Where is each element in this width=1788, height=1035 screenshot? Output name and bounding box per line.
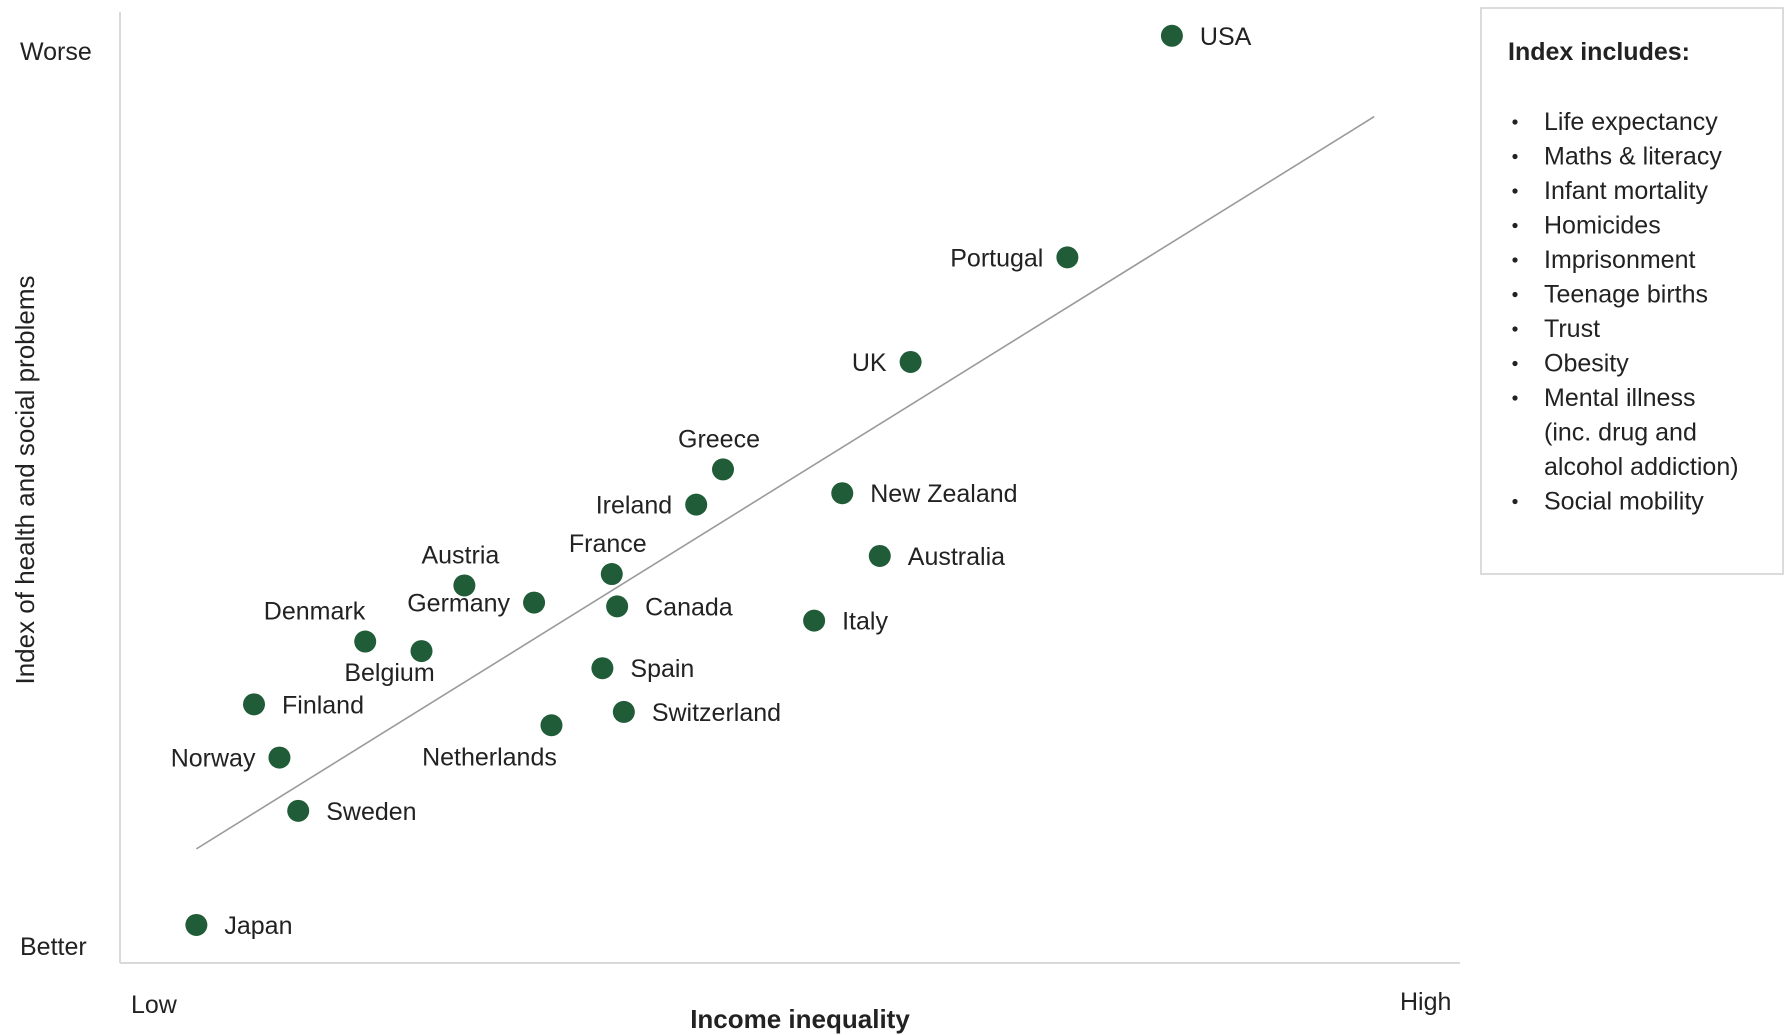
bullet-icon <box>1512 361 1517 366</box>
index-item: alcohol addiction) <box>1544 453 1739 481</box>
bullet-icon <box>1512 257 1517 262</box>
y-tick-worse: Worse <box>20 38 92 66</box>
index-item: Mental illness <box>1544 384 1695 412</box>
data-points: USA Portugal UK Greece Ireland New Zealand Aus… <box>171 23 1252 940</box>
trend-line <box>196 117 1374 849</box>
point-netherlands <box>540 714 562 736</box>
index-item: (inc. drug and <box>1544 419 1697 447</box>
label-italy: Italy <box>842 608 888 636</box>
label-usa: USA <box>1200 23 1252 51</box>
point-new-zealand <box>831 482 853 504</box>
label-spain: Spain <box>630 655 694 683</box>
label-sweden: Sweden <box>326 798 416 826</box>
point-italy <box>803 610 825 632</box>
point-portugal <box>1056 246 1078 268</box>
label-greece: Greece <box>678 425 760 453</box>
point-ireland <box>685 494 707 516</box>
index-box-title: Index includes: <box>1508 38 1690 66</box>
x-tick-low: Low <box>131 991 178 1019</box>
index-item: Maths & literacy <box>1544 143 1722 171</box>
label-new-zealand: New Zealand <box>870 480 1017 508</box>
index-item: Life expectancy <box>1544 108 1718 136</box>
index-item: Trust <box>1544 315 1600 343</box>
point-greece <box>712 458 734 480</box>
bullet-icon <box>1512 326 1517 331</box>
label-france: France <box>569 530 647 558</box>
index-item: Teenage births <box>1544 281 1708 309</box>
point-usa <box>1161 25 1183 47</box>
index-item: Imprisonment <box>1544 246 1695 274</box>
point-france <box>601 563 623 585</box>
label-japan: Japan <box>224 912 292 940</box>
label-canada: Canada <box>645 593 733 621</box>
label-germany: Germany <box>407 590 510 618</box>
index-item: Infant mortality <box>1544 177 1708 205</box>
label-portugal: Portugal <box>950 244 1043 272</box>
bullet-icon <box>1512 499 1517 504</box>
label-norway: Norway <box>171 745 256 773</box>
label-denmark: Denmark <box>264 598 366 626</box>
bullet-icon <box>1512 119 1517 124</box>
point-denmark <box>354 631 376 653</box>
label-uk: UK <box>852 349 887 377</box>
point-spain <box>591 657 613 679</box>
label-netherlands: Netherlands <box>422 743 557 771</box>
point-switzerland <box>613 701 635 723</box>
point-uk <box>900 351 922 373</box>
bullet-icon <box>1512 395 1517 400</box>
point-sweden <box>287 800 309 822</box>
y-tick-better: Better <box>20 933 87 961</box>
label-finland: Finland <box>282 691 364 719</box>
point-germany <box>523 592 545 614</box>
index-item: Homicides <box>1544 212 1661 240</box>
bullet-icon <box>1512 188 1517 193</box>
point-australia <box>869 545 891 567</box>
label-ireland: Ireland <box>596 492 672 520</box>
point-canada <box>606 595 628 617</box>
point-norway <box>268 747 290 769</box>
x-axis-title: Income inequality <box>690 1004 910 1034</box>
bullet-icon <box>1512 154 1517 159</box>
index-item: Social mobility <box>1544 488 1704 516</box>
bullet-icon <box>1512 292 1517 297</box>
label-switzerland: Switzerland <box>652 699 781 727</box>
x-tick-high: High <box>1400 988 1451 1016</box>
label-australia: Australia <box>908 543 1005 571</box>
label-austria: Austria <box>421 541 499 569</box>
point-japan <box>185 914 207 936</box>
y-axis-title: Index of health and social problems <box>10 275 40 684</box>
index-item: Obesity <box>1544 350 1629 378</box>
bullet-icon <box>1512 223 1517 228</box>
label-belgium: Belgium <box>344 659 434 687</box>
point-finland <box>243 693 265 715</box>
